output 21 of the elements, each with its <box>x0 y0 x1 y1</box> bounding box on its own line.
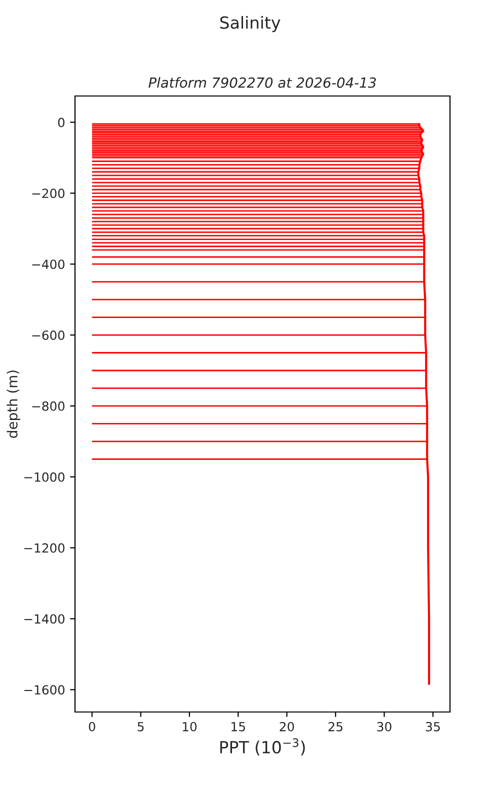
x-tick-label: 30 <box>377 722 392 732</box>
x-tick-label: 5 <box>138 722 144 732</box>
x-tick-label: 25 <box>328 722 342 732</box>
x-axis-title: PPT (10$^{−3}$) <box>220 738 305 756</box>
y-tick-label: −400 <box>32 260 64 270</box>
y-tick-label: −1600 <box>24 685 64 695</box>
chart-title: Salinity <box>220 16 280 32</box>
x-tick-label: 10 <box>182 722 197 732</box>
y-tick-label: −1000 <box>24 472 64 482</box>
x-tick-label: 20 <box>280 722 294 732</box>
y-tick-label: −800 <box>32 401 64 411</box>
y-tick-label: −1200 <box>24 543 64 553</box>
y-axis-title: depth (m) <box>6 370 20 438</box>
y-tick-label: −600 <box>32 330 64 340</box>
y-tick-label: 0 <box>58 118 64 128</box>
x-tick-label: 0 <box>88 722 96 732</box>
x-tick-label: 35 <box>426 722 440 732</box>
y-tick-label: −1400 <box>24 614 64 624</box>
x-tick-label: 15 <box>232 722 246 732</box>
y-tick-label: −200 <box>32 188 64 198</box>
chart-subtitle: Platform 7902270 at 2026-04-13 <box>148 77 376 88</box>
